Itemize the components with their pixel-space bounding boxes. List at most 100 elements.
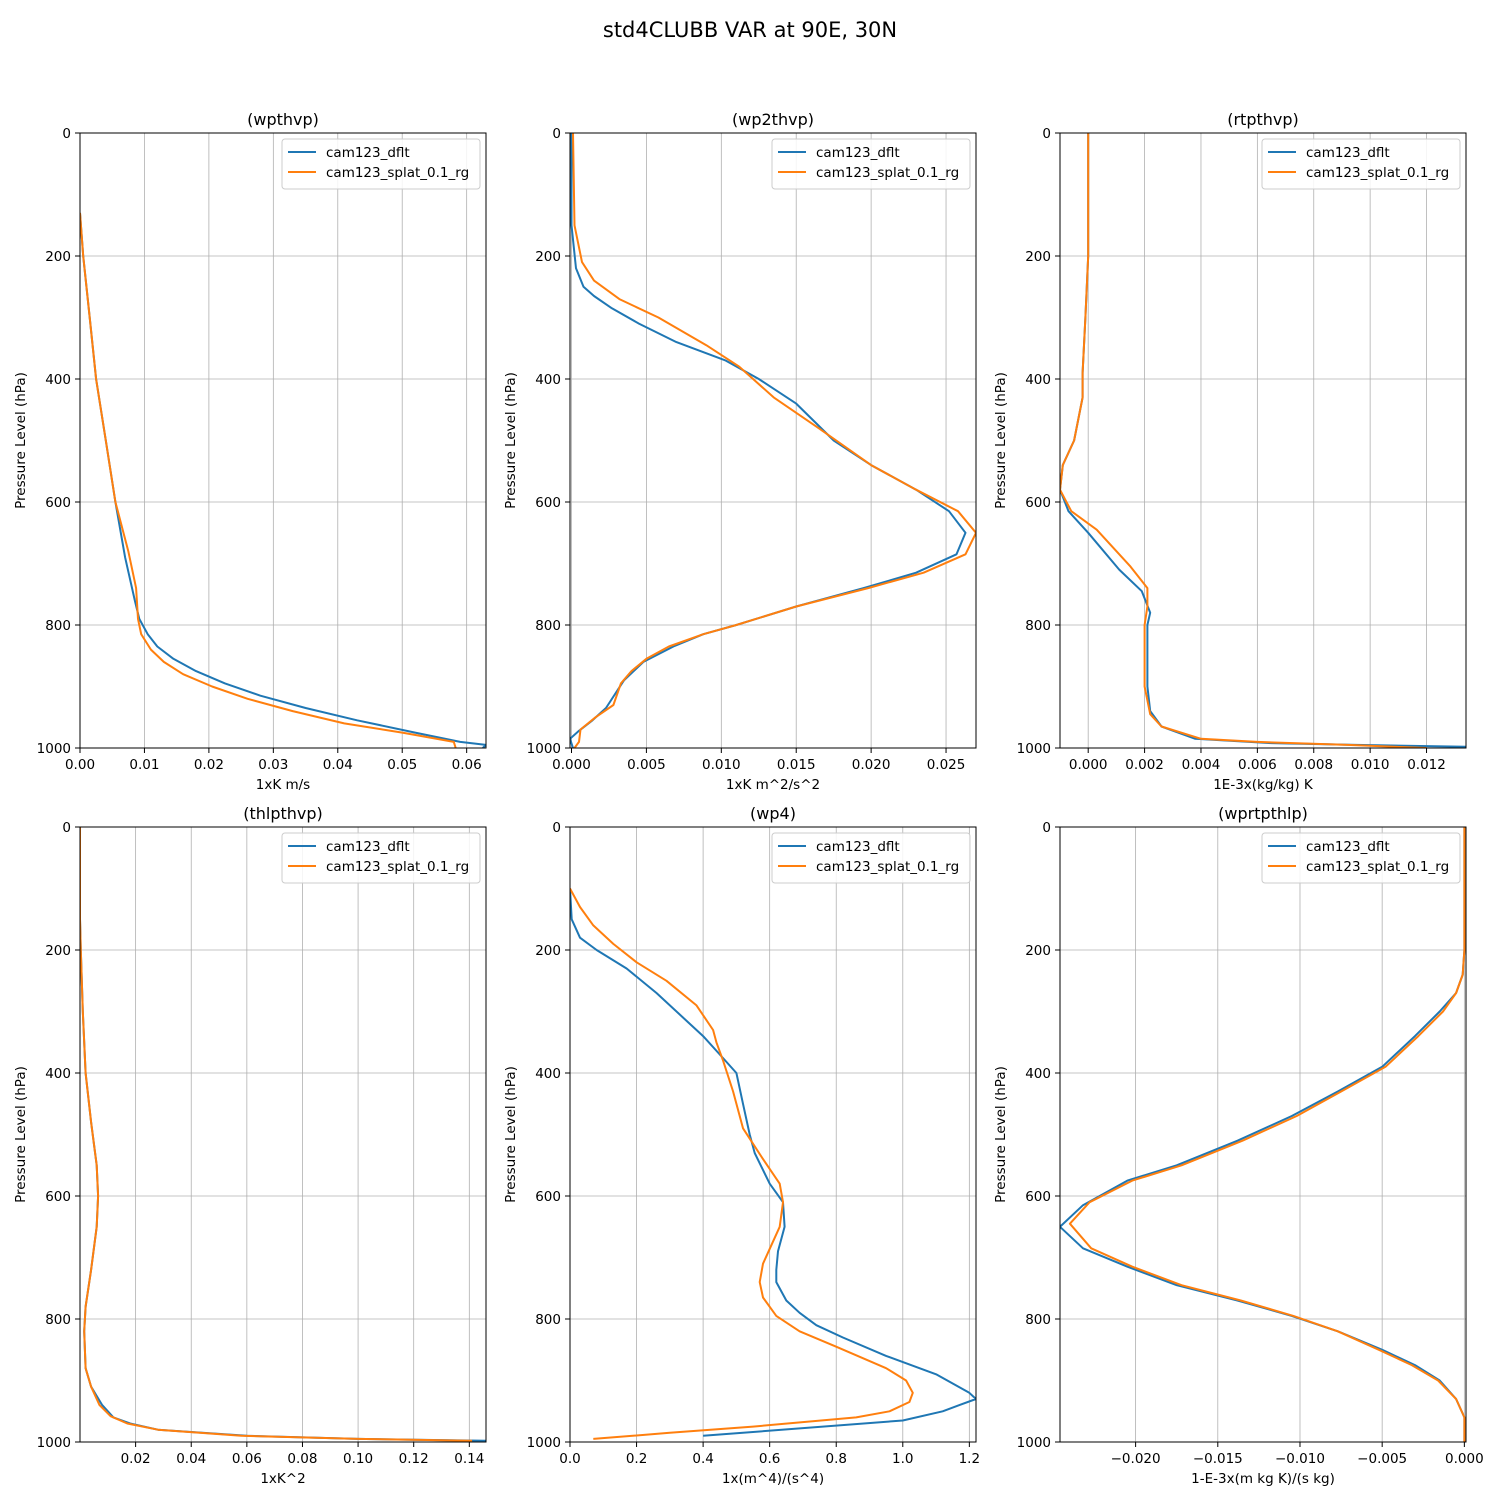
series-line-cam123_dflt [80, 827, 486, 1442]
y-tick-label: 200 [1025, 249, 1051, 265]
x-tick-label: 0.010 [1351, 757, 1390, 773]
y-tick-label: 0 [1042, 126, 1051, 142]
y-tick-label: 0 [552, 820, 561, 836]
panels-container: 0.00 0.01 0.02 0.03 0.04 0.05 0.06 0 200 400 600 80… [13, 110, 1484, 1487]
x-tick-label: 0.005 [627, 757, 666, 773]
x-axis-label: 1xK m^2/s^2 [726, 777, 820, 793]
legend: cam123_dflt cam123_splat_0.1_rg [1261, 138, 1461, 190]
y-tick-label: 800 [535, 618, 561, 634]
y-tick-label: 200 [45, 249, 71, 265]
x-tick-label: 0.06 [452, 757, 482, 773]
x-tick-label: 0.04 [176, 1451, 206, 1467]
legend-box [281, 832, 481, 884]
x-tick-label: 0.020 [852, 757, 891, 773]
legend-label: cam123_splat_0.1_rg [1306, 165, 1449, 181]
x-tick-label: 0.10 [343, 1451, 373, 1467]
y-tick-label: 400 [45, 372, 71, 388]
panel-3: 0.000 0.002 0.004 0.006 0.008 0.010 0.012 0 200 4… [993, 110, 1467, 793]
legend-box [1261, 832, 1461, 884]
panel-title: (wp4) [750, 804, 796, 823]
y-tick-label: 1000 [527, 1435, 561, 1451]
x-tick-label: 0.12 [399, 1451, 429, 1467]
x-axis-label: 1-E-3x(m kg K)/(s kg) [1191, 1471, 1335, 1487]
x-tick-label: 0.03 [258, 757, 288, 773]
y-tick-label: 0 [552, 126, 561, 142]
x-tick-label: 0.14 [454, 1451, 484, 1467]
legend: cam123_dflt cam123_splat_0.1_rg [771, 138, 971, 190]
x-axis-label: 1xK^2 [260, 1471, 305, 1487]
y-tick-label: 0 [1042, 820, 1051, 836]
series-line-cam123_splat_0.1_rg [80, 827, 473, 1442]
x-tick-label: 0.06 [232, 1451, 262, 1467]
panel-title: (rtpthvp) [1227, 110, 1299, 129]
panel-title: (wpthvp) [247, 110, 319, 129]
legend-label: cam123_splat_0.1_rg [326, 165, 469, 181]
x-tick-label: −0.020 [1111, 1451, 1161, 1467]
x-tick-label: 0.008 [1294, 757, 1333, 773]
y-tick-label: 400 [45, 1066, 71, 1082]
y-tick-label: 600 [1025, 495, 1051, 511]
axes-frame [569, 826, 977, 1443]
y-axis-label: Pressure Level (hPa) [993, 1066, 1009, 1203]
x-tick-label: 0.2 [626, 1451, 647, 1467]
legend-label: cam123_dflt [816, 839, 900, 855]
x-tick-label: 0.05 [387, 757, 417, 773]
legend-label: cam123_dflt [816, 145, 900, 161]
series-line-cam123_dflt [1060, 827, 1466, 1442]
x-tick-label: 0.004 [1182, 757, 1221, 773]
x-tick-label: 1.2 [959, 1451, 980, 1467]
legend-label: cam123_splat_0.1_rg [816, 859, 959, 875]
x-tick-label: 0.000 [1069, 757, 1108, 773]
x-tick-label: 0.00 [65, 757, 95, 773]
series-line-cam123_dflt [570, 133, 967, 748]
y-tick-label: 200 [535, 249, 561, 265]
y-axis-label: Pressure Level (hPa) [503, 1066, 519, 1203]
panel-2: 0.000 0.005 0.010 0.015 0.020 0.025 0 200 400 600… [503, 110, 977, 793]
x-tick-label: 0.6 [759, 1451, 780, 1467]
x-axis-label: 1xK m/s [256, 777, 310, 793]
x-tick-label: 0.02 [121, 1451, 151, 1467]
x-tick-label: −0.015 [1193, 1451, 1243, 1467]
series-line-cam123_splat_0.1_rg [570, 888, 914, 1440]
y-tick-label: 1000 [527, 741, 561, 757]
panel-title: (wprtpthlp) [1218, 804, 1308, 823]
y-tick-label: 400 [1025, 1066, 1051, 1082]
x-tick-label: 0.025 [927, 757, 966, 773]
y-tick-label: 600 [45, 1189, 71, 1205]
y-tick-label: 1000 [1017, 741, 1051, 757]
x-tick-label: 0.01 [129, 757, 159, 773]
legend: cam123_dflt cam123_splat_0.1_rg [281, 138, 481, 190]
y-tick-label: 600 [535, 495, 561, 511]
x-tick-label: 0.012 [1407, 757, 1446, 773]
panel-5: 0.0 0.2 0.4 0.6 0.8 1.0 1.2 0 200 400 600 800 1000 (w… [503, 804, 980, 1487]
panel-4: 0.02 0.04 0.06 0.08 0.10 0.12 0.14 0 200 400 600 80… [13, 804, 487, 1487]
series-line-cam123_dflt [1060, 133, 1466, 748]
x-tick-label: −0.010 [1275, 1451, 1325, 1467]
x-tick-label: 0.04 [323, 757, 353, 773]
series-line-cam123_dflt [570, 888, 976, 1437]
y-axis-label: Pressure Level (hPa) [13, 1066, 29, 1203]
y-tick-label: 1000 [37, 741, 71, 757]
x-tick-label: 0.000 [1445, 1451, 1484, 1467]
legend-box [771, 832, 971, 884]
legend-label: cam123_splat_0.1_rg [816, 165, 959, 181]
y-tick-label: 800 [45, 618, 71, 634]
x-tick-label: 0.015 [777, 757, 816, 773]
x-tick-label: 0.02 [194, 757, 224, 773]
y-tick-label: 400 [1025, 372, 1051, 388]
x-tick-label: 0.002 [1125, 757, 1164, 773]
x-tick-label: 0.006 [1238, 757, 1277, 773]
x-tick-label: −0.005 [1357, 1451, 1407, 1467]
x-axis-label: 1x(m^4)/(s^4) [722, 1471, 824, 1487]
legend-label: cam123_dflt [1306, 145, 1390, 161]
y-tick-label: 1000 [37, 1435, 71, 1451]
panel-title: (wp2thvp) [732, 110, 814, 129]
x-tick-label: 0.000 [552, 757, 591, 773]
legend-label: cam123_dflt [1306, 839, 1390, 855]
series-line-cam123_splat_0.1_rg [572, 133, 976, 748]
y-tick-label: 400 [535, 372, 561, 388]
y-axis-label: Pressure Level (hPa) [13, 372, 29, 509]
axes-frame [1059, 132, 1467, 749]
legend: cam123_dflt cam123_splat_0.1_rg [1261, 832, 1461, 884]
y-tick-label: 600 [1025, 1189, 1051, 1205]
